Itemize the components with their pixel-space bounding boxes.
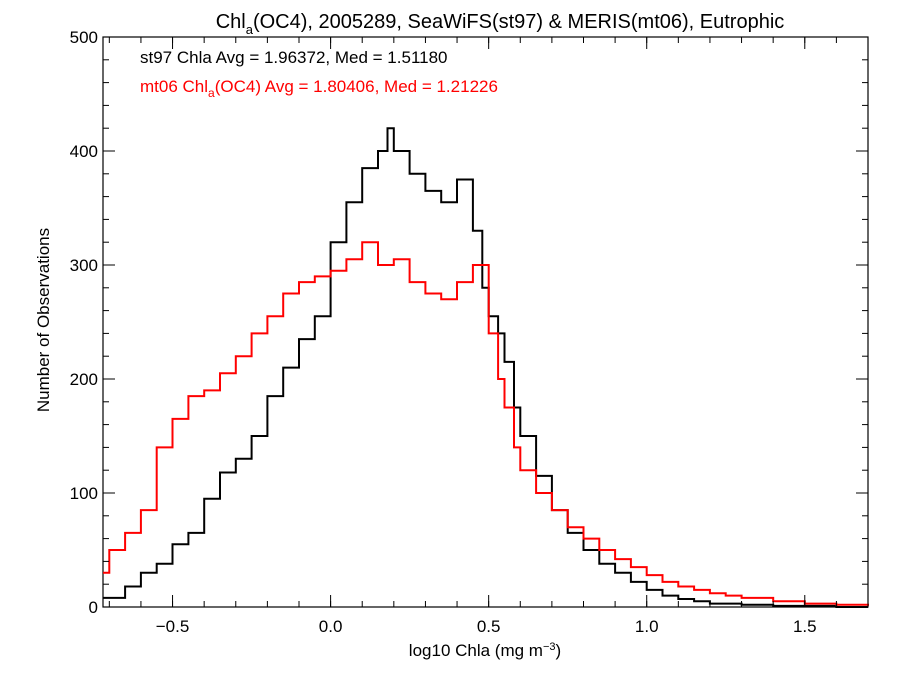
axis-ticks: −0.5 0.0 0.5 1.0 1.5 0 100 200 300 400 500 xyxy=(70,28,869,636)
y-tick-label: 500 xyxy=(70,28,98,47)
plot-area xyxy=(102,36,869,608)
x-tick-label: −0.5 xyxy=(156,617,190,636)
y-tick-label: 300 xyxy=(70,256,98,275)
stats-annotations: st97 Chla Avg = 1.96372, Med = 1.51180 m… xyxy=(140,48,498,100)
annotation-st97: st97 Chla Avg = 1.96372, Med = 1.51180 xyxy=(140,48,448,67)
series-layer xyxy=(103,127,869,608)
plot-frame xyxy=(102,36,869,608)
annotation-mt06: mt06 Chla(OC4) Avg = 1.80406, Med = 1.21… xyxy=(140,77,498,100)
y-tick-label: 100 xyxy=(70,484,98,503)
x-axis-title: log10 Chla (mg m−3) xyxy=(409,641,561,660)
chart-title: Chla(OC4), 2005289, SeaWiFS(st97) & MERI… xyxy=(216,11,785,37)
y-axis-title: Number of Observations xyxy=(34,228,53,412)
y-tick-label: 200 xyxy=(70,370,98,389)
y-tick-label: 0 xyxy=(89,598,98,617)
series-line-1 xyxy=(103,241,869,606)
x-tick-label: 1.0 xyxy=(635,617,659,636)
y-tick-label: 400 xyxy=(70,142,98,161)
x-tick-label: 0.0 xyxy=(319,617,343,636)
series-line-0 xyxy=(103,127,868,608)
x-tick-label: 1.5 xyxy=(793,617,817,636)
x-tick-label: 0.5 xyxy=(477,617,501,636)
